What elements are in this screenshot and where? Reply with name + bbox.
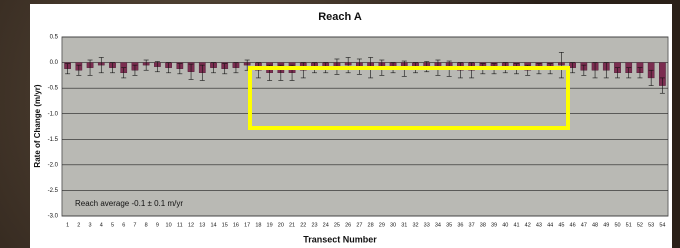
x-tick-label: 32 (412, 222, 418, 228)
x-tick-label: 19 (267, 222, 273, 228)
x-tick-label: 50 (614, 222, 620, 228)
x-tick-label: 48 (592, 222, 598, 228)
y-tick-label: 0.0 (50, 60, 59, 66)
x-tick-label: 29 (379, 222, 385, 228)
x-tick-label: 4 (100, 222, 103, 228)
x-tick-label: 39 (491, 222, 497, 228)
x-tick-label: 37 (469, 222, 475, 228)
y-tick-label: -0.5 (48, 86, 59, 92)
chart: Reach A Transect Number Rate of Change (… (0, 0, 680, 248)
x-tick-label: 17 (244, 222, 250, 228)
x-tick-label: 12 (188, 222, 194, 228)
x-tick-label: 22 (300, 222, 306, 228)
x-tick-label: 8 (145, 222, 148, 228)
x-tick-label: 2 (77, 222, 80, 228)
x-tick-label: 44 (547, 222, 553, 228)
x-tick-label: 35 (446, 222, 452, 228)
x-tick-label: 54 (659, 222, 665, 228)
x-tick-label: 38 (480, 222, 486, 228)
x-tick-label: 42 (525, 222, 531, 228)
x-tick-label: 7 (133, 222, 136, 228)
x-tick-label: 51 (626, 222, 632, 228)
x-tick-label: 46 (570, 222, 576, 228)
x-tick-label: 10 (166, 222, 172, 228)
x-tick-label: 14 (210, 222, 216, 228)
x-tick-label: 25 (334, 222, 340, 228)
x-tick-label: 26 (345, 222, 351, 228)
x-tick-label: 34 (435, 222, 441, 228)
y-axis-label: Rate of Change (m/yr) (33, 84, 42, 167)
x-tick-label: 27 (356, 222, 362, 228)
x-tick-label: 20 (278, 222, 284, 228)
x-tick-label: 49 (603, 222, 609, 228)
x-tick-label: 33 (424, 222, 430, 228)
x-tick-label: 53 (648, 222, 654, 228)
y-tick-label: -2.0 (48, 162, 59, 168)
x-tick-label: 52 (637, 222, 643, 228)
x-axis-label: Transect Number (303, 234, 377, 244)
annotation: Reach average -0.1 ± 0.1 m/yr (75, 199, 183, 208)
y-tick-label: -1.0 (48, 111, 59, 117)
x-tick-label: 9 (156, 222, 159, 228)
x-tick-label: 1 (66, 222, 69, 228)
x-tick-label: 3 (89, 222, 92, 228)
x-tick-label: 18 (255, 222, 261, 228)
x-tick-label: 5 (111, 222, 114, 228)
x-tick-label: 13 (199, 222, 205, 228)
x-tick-label: 21 (289, 222, 295, 228)
x-tick-label: 45 (558, 222, 564, 228)
x-tick-label: 24 (323, 222, 329, 228)
x-tick-label: 16 (233, 222, 239, 228)
x-tick-label: 23 (311, 222, 317, 228)
x-tick-label: 15 (222, 222, 228, 228)
x-tick-label: 43 (536, 222, 542, 228)
x-tick-label: 41 (513, 222, 519, 228)
x-tick-label: 30 (390, 222, 396, 228)
chart-title: Reach A (318, 11, 362, 23)
x-tick-label: 47 (581, 222, 587, 228)
x-tick-label: 11 (177, 222, 183, 228)
y-tick-label: 0.5 (50, 35, 59, 41)
x-tick-label: 6 (122, 222, 125, 228)
x-tick-label: 40 (502, 222, 508, 228)
y-tick-label: -3.0 (48, 214, 59, 220)
x-tick-label: 28 (368, 222, 374, 228)
y-tick-label: -2.5 (48, 188, 59, 194)
x-tick-label: 31 (401, 222, 407, 228)
y-tick-label: -1.5 (48, 137, 59, 143)
x-tick-label: 36 (457, 222, 463, 228)
